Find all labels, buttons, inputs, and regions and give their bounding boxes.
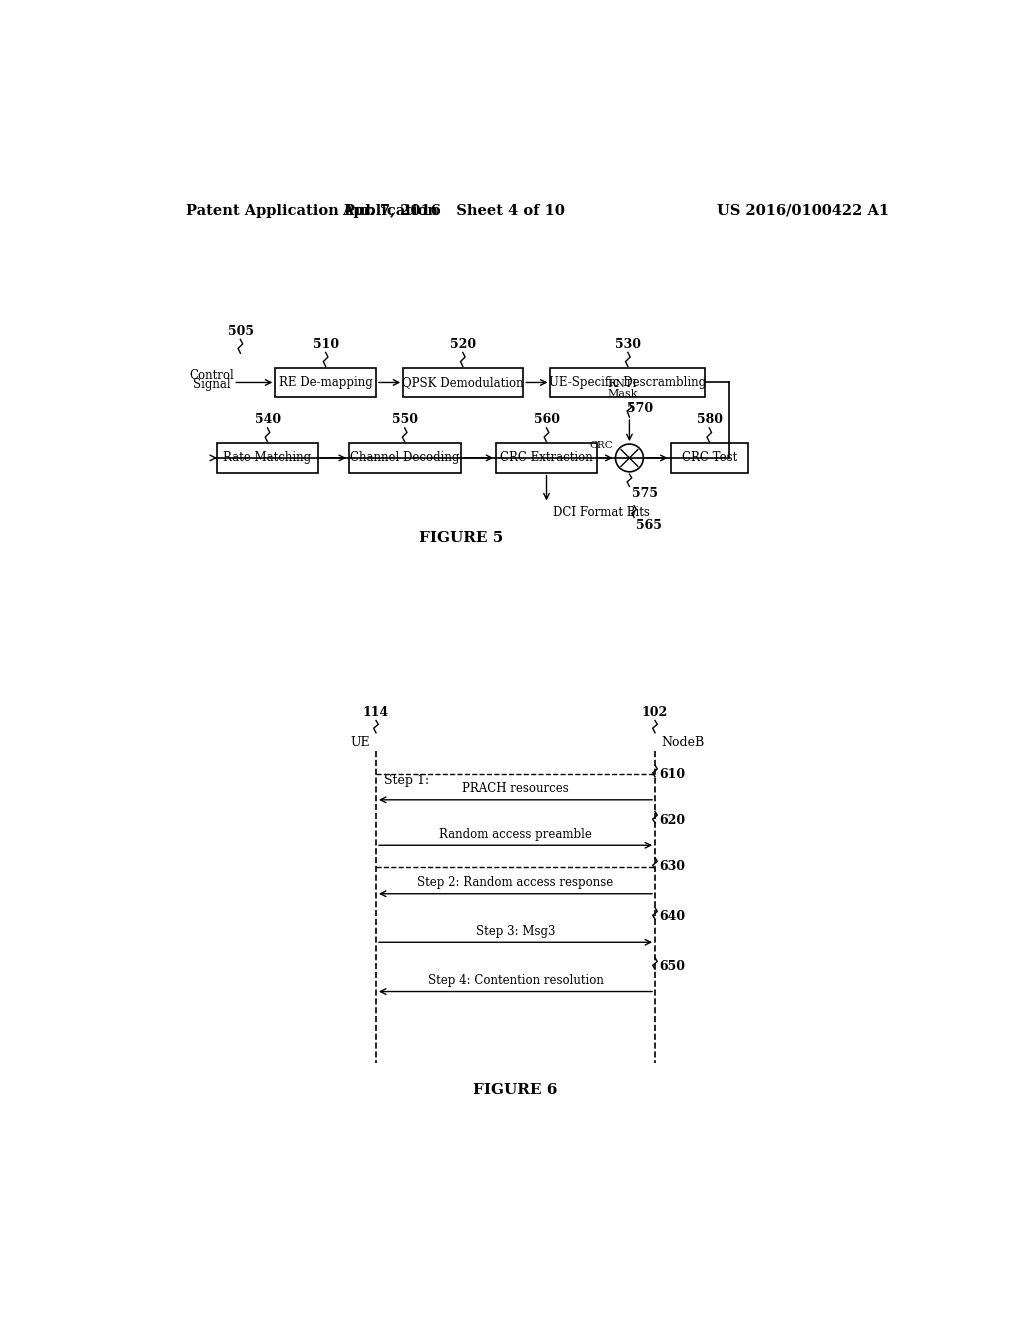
Text: 570: 570 (627, 401, 653, 414)
Text: CRC: CRC (590, 441, 613, 450)
Text: Patent Application Publication: Patent Application Publication (186, 203, 438, 218)
Text: 565: 565 (636, 519, 663, 532)
Text: Apr. 7, 2016   Sheet 4 of 10: Apr. 7, 2016 Sheet 4 of 10 (342, 203, 565, 218)
Text: US 2016/0100422 A1: US 2016/0100422 A1 (717, 203, 889, 218)
FancyBboxPatch shape (550, 368, 706, 397)
Text: 114: 114 (362, 706, 388, 719)
Text: 575: 575 (632, 487, 657, 500)
FancyBboxPatch shape (496, 444, 597, 473)
Text: Step 4: Contention resolution: Step 4: Contention resolution (428, 974, 603, 987)
Text: RNTI: RNTI (607, 379, 638, 389)
Text: 540: 540 (255, 413, 282, 426)
Text: FIGURE 5: FIGURE 5 (419, 531, 504, 545)
Text: NodeB: NodeB (662, 735, 705, 748)
Text: CRC Extraction: CRC Extraction (500, 451, 593, 465)
Text: 640: 640 (658, 911, 685, 924)
Text: DCI Format Bits: DCI Format Bits (553, 506, 649, 519)
FancyBboxPatch shape (275, 368, 376, 397)
Text: Signal: Signal (193, 379, 230, 391)
Text: 650: 650 (658, 961, 685, 973)
Text: PRACH resources: PRACH resources (462, 783, 569, 795)
Text: QPSK Demodulation: QPSK Demodulation (402, 376, 524, 389)
Text: 505: 505 (228, 325, 254, 338)
Text: Step 3: Msg3: Step 3: Msg3 (476, 924, 555, 937)
Text: 510: 510 (313, 338, 339, 351)
Text: Step 2: Random access response: Step 2: Random access response (418, 876, 613, 890)
Text: RE De-mapping: RE De-mapping (279, 376, 373, 389)
Text: Control: Control (189, 370, 234, 381)
Text: Rate Matching: Rate Matching (223, 451, 311, 465)
Text: 520: 520 (451, 338, 476, 351)
Text: 560: 560 (535, 413, 560, 426)
FancyBboxPatch shape (671, 444, 748, 473)
Text: Step 1:: Step 1: (384, 774, 429, 787)
Text: 630: 630 (658, 861, 685, 874)
Text: Random access preamble: Random access preamble (439, 828, 592, 841)
FancyBboxPatch shape (217, 444, 317, 473)
Text: 620: 620 (658, 814, 685, 828)
Text: FIGURE 6: FIGURE 6 (473, 1084, 558, 1097)
Text: 610: 610 (658, 768, 685, 781)
Text: UE-Specific Descrambling: UE-Specific Descrambling (549, 376, 707, 389)
Text: 550: 550 (392, 413, 418, 426)
Text: 102: 102 (641, 706, 668, 719)
Text: Mask: Mask (607, 388, 638, 399)
Text: 530: 530 (615, 338, 641, 351)
Text: CRC Test: CRC Test (682, 451, 737, 465)
FancyBboxPatch shape (349, 444, 461, 473)
FancyBboxPatch shape (403, 368, 523, 397)
Text: UE: UE (350, 735, 370, 748)
Text: Channel Decoding: Channel Decoding (350, 451, 460, 465)
Text: 580: 580 (697, 413, 723, 426)
